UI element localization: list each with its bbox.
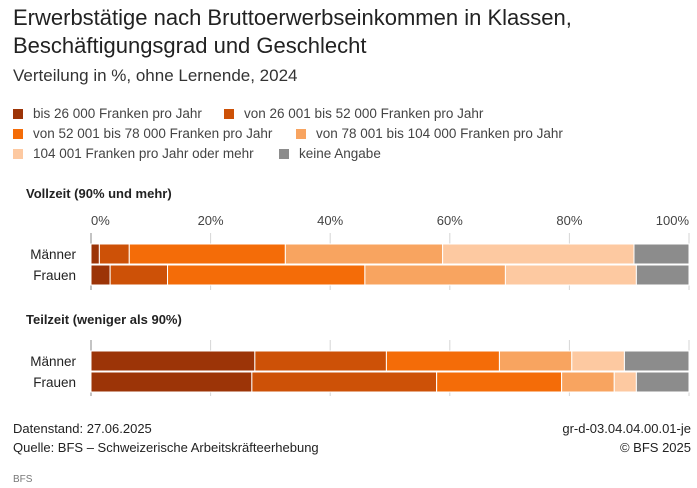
footer-quelle: Quelle: BFS – Schweizerische Arbeitskräf… [13, 440, 319, 455]
footer-copyright: © BFS 2025 [619, 440, 691, 455]
bar-segment-2-1-3 [385, 350, 500, 372]
bar-segment-1-2-3 [167, 264, 366, 286]
category-label-2-1: Männer [30, 354, 76, 369]
chart-title: Erwerbstätige nach Bruttoerwerbseinkomme… [13, 5, 572, 58]
panel-title-vollzeit: Vollzeit (90% und mehr) [26, 186, 172, 201]
bar-segment-1-1-5 [442, 243, 635, 265]
category-label-2-2: Frauen [33, 375, 76, 390]
bar-segment-2-1-4 [498, 350, 573, 372]
bar-segment-2-2-2 [251, 371, 438, 393]
tick-label-5: 100% [656, 213, 690, 228]
legend-item-1[interactable]: bis 26 000 Franken pro Jahr [13, 106, 202, 121]
chart-subtitle: Verteilung in %, ohne Lernende, 2024 [13, 66, 298, 85]
tick-label-3: 60% [437, 213, 463, 228]
legend-item-2[interactable]: von 26 001 bis 52 000 Franken pro Jahr [224, 106, 483, 121]
tick-label-1: 20% [198, 213, 224, 228]
bar-segment-2-2-3 [436, 371, 563, 393]
bar-segment-1-2-6 [635, 264, 690, 286]
bar-segment-1-1-3 [128, 243, 286, 265]
legend-swatch-2 [224, 108, 234, 119]
footer-datenstand: Datenstand: 27.06.2025 [13, 421, 152, 436]
panel-title-teilzeit: Teilzeit (weniger als 90%) [26, 312, 182, 327]
bar-segment-2-1-5 [571, 350, 625, 372]
legend-item-3[interactable]: von 52 001 bis 78 000 Franken pro Jahr [13, 126, 272, 141]
legend-item-5[interactable]: 104 001 Franken pro Jahr oder mehr [13, 146, 254, 161]
legend-item-6[interactable]: keine Angabe [279, 146, 381, 161]
legend-swatch-5 [13, 148, 23, 159]
bar-segment-1-1-2 [98, 243, 130, 265]
bar-segment-1-1-4 [284, 243, 444, 265]
tick-label-0: 0% [91, 213, 110, 228]
category-label-1-1: Männer [30, 247, 76, 262]
bar-segment-2-2-4 [561, 371, 615, 393]
legend-label-6: keine Angabe [299, 146, 381, 161]
footer-code: gr-d-03.04.04.00.01-je [562, 421, 691, 436]
tick-label-2: 40% [317, 213, 343, 228]
bar-segment-1-2-4 [364, 264, 506, 286]
bar-segment-2-1-1 [90, 350, 256, 372]
legend-label-1: bis 26 000 Franken pro Jahr [33, 106, 202, 121]
bar-segment-2-1-6 [623, 350, 690, 372]
bar-segment-2-1-2 [254, 350, 387, 372]
bar-segment-2-2-1 [90, 371, 253, 393]
bar-segment-2-2-6 [635, 371, 690, 393]
legend-item-4[interactable]: von 78 001 bis 104 000 Franken pro Jahr [296, 126, 563, 141]
bar-segment-1-2-5 [504, 264, 637, 286]
legend-swatch-4 [296, 128, 306, 139]
legend-label-3: von 52 001 bis 78 000 Franken pro Jahr [33, 126, 273, 141]
brand-label: BFS [13, 474, 33, 485]
bar-segment-1-1-1 [90, 243, 100, 265]
bar-segment-1-2-1 [90, 264, 111, 286]
category-label-1-2: Frauen [33, 268, 76, 283]
tick-label-4: 80% [556, 213, 582, 228]
legend-label-5: 104 001 Franken pro Jahr oder mehr [33, 146, 254, 161]
bar-segment-1-2-2 [109, 264, 169, 286]
legend-label-2: von 26 001 bis 52 000 Franken pro Jahr [244, 106, 484, 121]
legend-swatch-1 [13, 108, 23, 119]
legend-label-4: von 78 001 bis 104 000 Franken pro Jahr [316, 126, 563, 141]
bar-segment-1-1-6 [633, 243, 690, 265]
legend-swatch-3 [13, 128, 23, 139]
bar-segment-2-2-5 [613, 371, 637, 393]
legend-swatch-6 [279, 148, 289, 159]
